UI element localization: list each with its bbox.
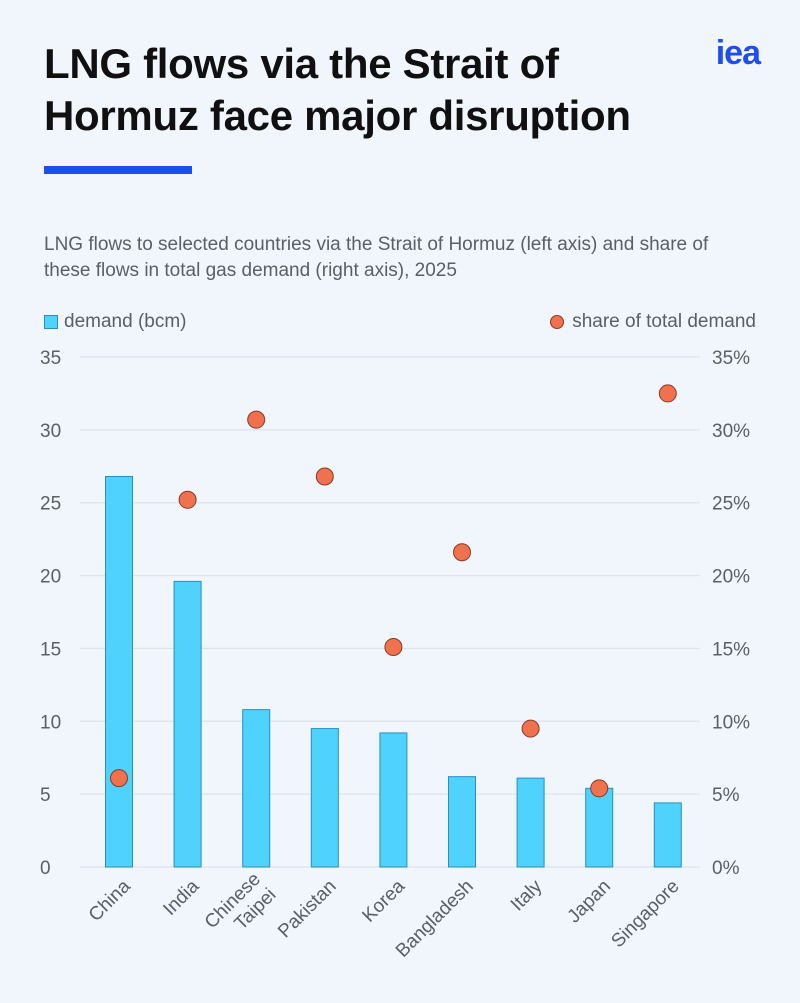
y-left-tick-label: 0	[40, 858, 51, 879]
legend-bar: demand (bcm)	[44, 311, 187, 333]
x-tick-label: Korea	[358, 876, 409, 927]
bar	[173, 580, 202, 868]
bar	[448, 776, 476, 868]
y-left-tick-label: 15	[40, 639, 61, 660]
x-tick-label-line: Korea	[358, 876, 409, 927]
bar	[585, 787, 614, 868]
scatter-point	[453, 543, 471, 562]
chart-plot: 0 0% 5 5% 10 10% 15 15% 20 20% 25 25% 30 30% 35 35% Chin…	[40, 348, 750, 962]
bar	[516, 777, 545, 868]
x-tick-label: China	[85, 876, 135, 926]
scatter-point	[110, 769, 128, 788]
bar	[379, 732, 408, 868]
y-right-tick-label: 5%	[712, 785, 740, 806]
x-tick-label-line: Japan	[564, 876, 615, 927]
y-left-tick-label: 30	[40, 421, 61, 442]
chart-title: LNG flows via the Strait of Hormuz face …	[44, 40, 631, 139]
scatter-point	[315, 467, 334, 486]
y-right-tick-label: 20%	[712, 567, 750, 588]
y-right-tick-label: 30%	[712, 421, 750, 442]
legend-dot-swatch	[550, 315, 565, 329]
x-tick-label: Singapore	[607, 876, 683, 952]
y-right-tick-label: 15%	[712, 639, 750, 660]
scatter-point	[178, 490, 197, 509]
y-right-tick-label: 0%	[712, 858, 740, 879]
legend-bar-swatch	[44, 315, 58, 329]
bar	[105, 475, 133, 868]
x-tick-label-line: China	[85, 876, 135, 926]
y-left-tick-label: 25	[40, 494, 61, 515]
y-left-tick-label: 10	[40, 712, 61, 733]
x-tick-label-line: Pakistan	[274, 876, 340, 942]
y-left-tick-label: 35	[40, 348, 61, 369]
x-tick-label: Pakistan	[274, 876, 340, 942]
iea-logo: iea	[715, 34, 761, 72]
y-right-tick-label: 10%	[712, 712, 750, 733]
scatter-point	[590, 779, 609, 798]
x-tick-label: Japan	[564, 876, 615, 927]
legend-dot: share of total demand	[550, 311, 756, 333]
x-tick-label-line: Singapore	[607, 876, 683, 952]
x-tick-label: ChineseTaipei	[201, 869, 281, 949]
bar	[653, 802, 682, 868]
x-tick-label-line: Italy	[507, 876, 547, 916]
y-left-tick-label: 5	[40, 785, 51, 806]
y-right-tick-label: 35%	[712, 348, 750, 369]
y-left-tick-label: 20	[40, 567, 61, 588]
scatter-point	[658, 384, 677, 403]
scatter-point	[247, 410, 266, 429]
bar	[310, 728, 339, 868]
legend-dot-label: share of total demand	[572, 311, 756, 332]
chart-subtitle: LNG flows to selected countries via the …	[44, 234, 709, 281]
legend-bar-label: demand (bcm)	[64, 311, 187, 332]
title-accent-bar	[44, 166, 192, 174]
scatter-point	[384, 637, 403, 656]
x-tick-label: Italy	[507, 876, 547, 916]
bar	[242, 709, 271, 868]
scatter-point	[521, 719, 540, 738]
y-right-tick-label: 25%	[712, 494, 750, 515]
x-tick-label-line: India	[159, 876, 203, 920]
x-tick-label: India	[159, 876, 203, 920]
